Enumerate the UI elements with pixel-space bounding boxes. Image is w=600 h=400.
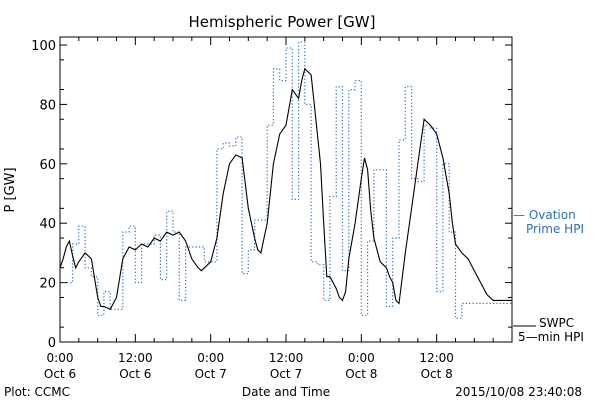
- x-tick-time-label: 12:00: [419, 351, 454, 365]
- legend-swpc: SWPC 5—min HPI: [513, 316, 584, 344]
- y-axis-label: P [GW]: [3, 167, 18, 212]
- chart-title: Hemispheric Power [GW]: [189, 13, 376, 31]
- legend-swpc-line2: 5—min HPI: [518, 330, 584, 344]
- y-tick-label: 0: [48, 336, 56, 351]
- series-ovation-prime-hpi: [60, 41, 512, 319]
- x-tick-date-label: Oct 7: [195, 367, 227, 381]
- legend-swpc-line1: SWPC: [539, 316, 574, 330]
- x-tick-time-label: 0:00: [197, 351, 224, 365]
- plot-frame: [59, 36, 513, 343]
- y-tick-label: 20: [39, 277, 56, 292]
- x-tick-date-label: Oct 6: [119, 367, 151, 381]
- series-layer: [59, 41, 512, 319]
- x-axis-ticks: 0:00 Oct 6 12:00 Oct 6 0:00 Oct 7 12:00 Oct 7 0:…: [44, 37, 494, 381]
- footer-timestamp: 2015/10/08 23:40:08: [455, 385, 582, 399]
- x-tick-time-label: 12:00: [118, 351, 153, 365]
- x-tick-date-label: Oct 8: [345, 367, 377, 381]
- x-tick-date-label: Oct 6: [44, 367, 76, 381]
- legend-ovation-line2: Prime HPI: [526, 222, 584, 236]
- legend-ovation-line1: — Ovation: [513, 208, 576, 222]
- y-tick-label: 80: [39, 98, 56, 113]
- x-tick-time-label: 0:00: [348, 351, 375, 365]
- x-axis-label: Date and Time: [242, 385, 330, 399]
- y-tick-label: 100: [31, 39, 56, 54]
- footer-plot-credit: Plot: CCMC: [4, 385, 70, 399]
- legend-ovation: — Ovation Prime HPI: [513, 208, 584, 236]
- x-tick-date-label: Oct 8: [421, 367, 453, 381]
- y-tick-label: 60: [39, 158, 56, 173]
- series-swpc-5min-hpi: [59, 67, 512, 311]
- x-tick-time-label: 12:00: [269, 351, 304, 365]
- y-axis-ticks: 0 20 40 60 80 100: [31, 39, 512, 351]
- x-tick-time-label: 0:00: [47, 351, 74, 365]
- x-tick-date-label: Oct 7: [270, 367, 302, 381]
- y-tick-label: 40: [39, 217, 56, 232]
